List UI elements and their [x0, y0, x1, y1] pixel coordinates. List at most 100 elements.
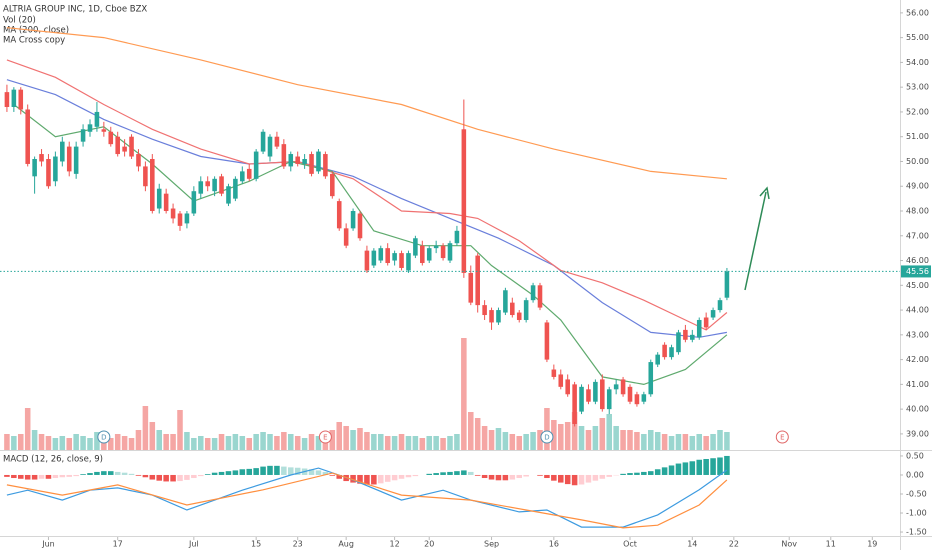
volume-bar: [94, 432, 100, 450]
volume-bar: [474, 418, 481, 450]
y-tick-label: 45.00: [906, 281, 929, 290]
macd-histogram-bar: [149, 474, 156, 480]
volume-bar: [45, 436, 52, 450]
candle-body: [288, 154, 294, 167]
y-tick-label: 47.00: [906, 231, 929, 240]
macd-histogram-bar: [447, 471, 453, 475]
y-tick-label: 42.00: [906, 355, 929, 364]
candle-body: [586, 389, 591, 402]
macd-histogram-bar: [101, 471, 107, 475]
volume-bar: [606, 414, 612, 450]
candle-body: [503, 290, 508, 313]
candle-body: [281, 144, 287, 167]
volume-bar: [371, 434, 377, 450]
candle-body: [461, 129, 467, 273]
macd-histogram-bar: [654, 469, 661, 475]
volume-bar: [433, 436, 439, 450]
last-price-tag: [901, 265, 931, 278]
chart-title: ALTRIA GROUP INC, 1D, Cboe BZX: [3, 5, 147, 15]
y-tick-label: 49.00: [906, 182, 929, 191]
macd-histogram-bar: [59, 474, 66, 478]
candle-body: [163, 193, 169, 212]
candle-body: [447, 243, 453, 261]
volume-bar: [599, 418, 606, 450]
candle-body: [579, 386, 584, 412]
candle-body: [219, 176, 224, 194]
volume-bar: [696, 434, 702, 450]
macd-histogram-bar: [648, 471, 654, 475]
candle-body: [330, 173, 335, 197]
macd-histogram-bar: [80, 474, 86, 475]
y-tick-label: 52.00: [906, 107, 929, 116]
volume-bar: [551, 420, 557, 450]
volume-bar: [578, 426, 585, 450]
candle-body: [676, 332, 681, 353]
macd-histogram-bar: [405, 474, 412, 478]
candle-body: [25, 109, 30, 164]
price-pane: [4, 338, 730, 450]
volume-bar: [440, 438, 446, 450]
candle-body: [717, 300, 723, 311]
macd-histogram-bar: [121, 472, 128, 475]
candle-body: [558, 374, 564, 387]
volume-bar: [177, 410, 183, 450]
volume-bar: [419, 438, 426, 450]
macd-histogram-bar: [661, 467, 668, 475]
volume-bar: [488, 430, 495, 450]
macd-histogram-bar: [564, 474, 571, 485]
candle-body: [336, 201, 342, 229]
macd-histogram-bar: [225, 471, 232, 475]
volume-bar: [18, 434, 24, 450]
x-tick-label: 19: [867, 540, 877, 549]
macd-histogram-bar: [682, 462, 689, 475]
volume-bar: [329, 430, 336, 450]
candle-body: [690, 334, 695, 340]
candle-body: [551, 369, 557, 377]
candle-body: [191, 191, 197, 214]
macd-histogram-bar: [668, 465, 675, 475]
volume-bar: [523, 434, 529, 450]
volume-bar: [128, 438, 135, 450]
macd-histogram-bar: [184, 474, 190, 480]
macd-histogram-bar: [474, 474, 481, 476]
candle-body: [309, 154, 314, 174]
volume-bar: [301, 438, 308, 450]
candle-body: [392, 253, 397, 261]
macd-histogram-bar: [454, 471, 460, 475]
volume-bar: [530, 432, 536, 450]
macd-histogram-bar: [308, 469, 315, 475]
candle-body: [350, 211, 356, 229]
macd-histogram-bar: [31, 474, 38, 480]
macd-histogram-bar: [696, 459, 702, 475]
macd-histogram-bar: [329, 474, 336, 476]
macd-histogram-bar: [156, 474, 162, 481]
candle-body: [87, 124, 93, 132]
macd-y-tick-label: 0.00: [906, 470, 924, 479]
candle-body: [516, 312, 522, 320]
macd-histogram-bar: [675, 463, 682, 475]
macd-histogram-bar: [398, 474, 405, 479]
candle-body: [669, 347, 674, 358]
volume-bar: [412, 436, 419, 450]
volume-bar: [447, 436, 453, 450]
event-marker: [318, 430, 332, 444]
volume-bar: [135, 430, 142, 450]
volume-bar: [59, 436, 66, 450]
x-tick-label: 22: [729, 540, 739, 549]
y-tick-label: 56.00: [906, 8, 929, 17]
volume-bar: [537, 430, 543, 450]
candle-body: [620, 379, 626, 395]
candle-body: [406, 253, 411, 271]
candle-body: [267, 136, 273, 157]
macd-histogram-bar: [488, 474, 495, 480]
macd-histogram-bar: [578, 474, 585, 485]
macd-histogram-bar: [627, 473, 633, 475]
volume-bar: [156, 430, 162, 450]
macd-histogram-bar: [357, 474, 363, 484]
volume-bar: [710, 434, 716, 450]
y-tick-label: 41.00: [906, 380, 929, 389]
candle-body: [122, 146, 127, 152]
macd-histogram-bar: [426, 473, 432, 475]
volume-bar: [481, 426, 488, 450]
candle-body: [316, 151, 321, 172]
